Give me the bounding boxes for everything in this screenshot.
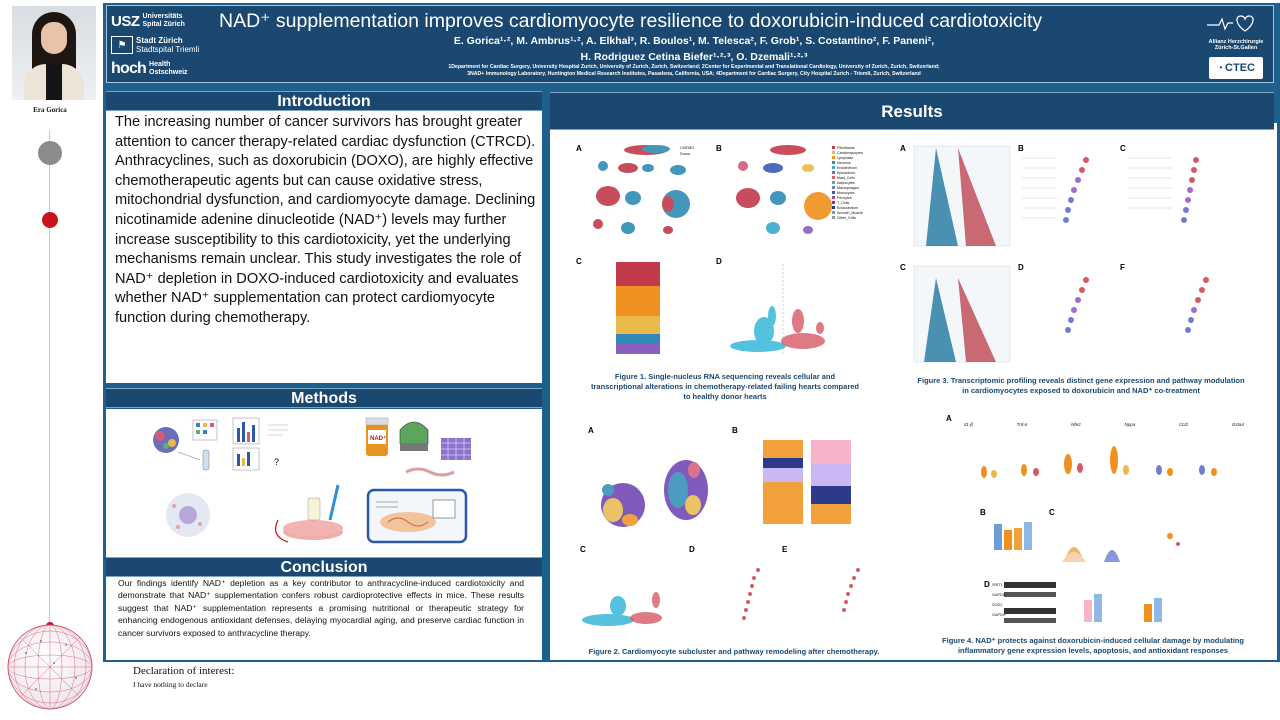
legend-entry: Endothelium	[832, 166, 878, 171]
legend-swatch	[832, 146, 835, 149]
svg-text:?: ?	[274, 457, 279, 467]
legend-entry: Epicardium	[832, 171, 878, 176]
legend-swatch	[832, 191, 835, 194]
legend-label: Lymphatic	[837, 156, 854, 160]
legend-swatch	[832, 166, 835, 169]
legend-label: Cardiomyocytes	[837, 151, 863, 155]
heartbeat-icon	[1207, 15, 1254, 32]
declaration-text: I have nothing to declare	[133, 680, 208, 689]
hoch-logo: hoch Health Ostschweiz	[111, 60, 188, 77]
legend-entry: Lymphatic	[832, 156, 878, 161]
legend-label: Endothelium	[837, 166, 857, 170]
conclusion-title: Conclusion	[106, 557, 542, 577]
author-list: E. Gorica¹·², M. Ambrus¹·², A. Elkhal³, …	[453, 35, 935, 63]
figure-1-caption: Figure 1. Single-nucleus RNA sequencing …	[591, 372, 859, 401]
declaration-title: Declaration of interest:	[133, 665, 235, 677]
legend-entry: T_Cells	[832, 201, 878, 206]
legend-swatch	[832, 181, 835, 184]
figure-3-caption: Figure 3. Transcriptomic profiling revea…	[917, 376, 1245, 395]
zurich-crest-icon: ⚑	[111, 36, 133, 54]
figure-4: A B C D Il1-β Tnf-α Nfe2 Nppa Ccl2 Gsta4	[944, 412, 1244, 632]
legend-label: Epicardium	[837, 171, 855, 175]
presenter-strip: Era Gorica	[0, 0, 100, 720]
legend-entry: Endocardium	[832, 206, 878, 211]
methods-title: Methods	[106, 388, 542, 408]
stadt-zurich-logo: ⚑ Stadt Zürich Stadtspital Triemli	[111, 33, 215, 57]
timeline-dot-gray[interactable]	[38, 141, 62, 165]
legend-label: Pericytes	[837, 196, 852, 200]
fig4-gene-labels: Il1-β Tnf-α Nfe2 Nppa Ccl2 Gsta4	[964, 422, 1244, 427]
figure-3: A B C C D F	[896, 138, 1250, 368]
fig4-blot-labels: SIRT1 GAPDH SOD2 GAPDH	[992, 583, 1006, 617]
legend-label: Other_Cells	[837, 216, 856, 220]
legend-swatch	[832, 171, 835, 174]
legend-entry: Neurons	[832, 161, 878, 166]
legend-entry: Other_Cells	[832, 216, 878, 221]
legend-entry: Smooth_Muscle	[832, 211, 878, 216]
legend-entry: Fibroblasts	[832, 146, 878, 151]
legend-swatch	[832, 201, 835, 204]
legend-swatch	[832, 156, 835, 159]
figure-1: A B C D	[568, 136, 880, 369]
legend-swatch	[832, 176, 835, 179]
legend-swatch	[832, 206, 835, 209]
legend-swatch	[832, 161, 835, 164]
timeline-dot-red[interactable]	[42, 212, 58, 228]
institution-logos: USZ Universitäts Spital Zürich ⚑ Stadt Zü…	[111, 9, 215, 81]
legend-label: Smooth_Muscle	[837, 211, 863, 215]
legend-entry: Mast_Cells	[832, 176, 878, 181]
figure-2-caption: Figure 2. Cardiomyocyte subcluster and p…	[588, 647, 880, 656]
legend-entry: Monocytes	[832, 191, 878, 196]
figure-2: A B C D E	[568, 410, 880, 645]
affiliations: 1Department for Cardiac Surgery, Univers…	[448, 64, 940, 77]
legend-label: Fibroblasts	[837, 146, 855, 150]
network-globe-icon	[7, 624, 93, 710]
legend-entry: Macrophages	[832, 186, 878, 191]
legend-entry: Pericytes	[832, 196, 878, 201]
svg-text:NAD⁺: NAD⁺	[370, 435, 386, 442]
legend-label: Adipocytes	[837, 181, 855, 185]
ctec-logo: ◔ CTEC	[1209, 57, 1263, 79]
fig4-panels	[981, 446, 1217, 623]
figure-4-caption: Figure 4. NAD⁺ protects against doxorubi…	[942, 636, 1244, 655]
fig1-group-donor: Donor	[680, 152, 691, 156]
legend-swatch	[832, 151, 835, 154]
legend-entry: Cardiomyocytes	[832, 151, 878, 156]
legend-swatch	[832, 211, 835, 214]
legend-entry: Adipocytes	[832, 181, 878, 186]
ctec-mark-icon: ◔	[1217, 62, 1224, 74]
methods-illustration: ? NAD⁺	[153, 417, 471, 544]
legend-label: T_Cells	[837, 201, 850, 205]
conclusion-text: Our findings identify NAD⁺ depletion as …	[118, 578, 524, 638]
conclusion-panel	[106, 574, 542, 660]
legend-label: Monocytes	[837, 191, 855, 195]
fig1-group-chemo: CHEMO	[680, 146, 695, 150]
legend-swatch	[832, 196, 835, 199]
poster-header: USZ Universitäts Spital Zürich ⚑ Stadt Zü…	[106, 5, 1274, 83]
presenter-photo	[12, 6, 96, 100]
timeline-line	[49, 130, 50, 670]
cell-cluster-icon	[153, 427, 179, 453]
legend-label: Neurons	[837, 161, 851, 165]
introduction-title: Introduction	[106, 91, 542, 111]
presenter-name: Era Gorica	[33, 106, 67, 114]
legend-swatch	[832, 186, 835, 189]
fig3-panels	[913, 145, 1209, 363]
fig1-umap-panels	[593, 145, 832, 356]
legend-label: Mast_Cells	[837, 176, 855, 180]
legend-label: Endocardium	[837, 206, 859, 210]
fig1-legend: Fibroblasts Cardiomyocytes Lymphatic Neuron…	[832, 146, 878, 221]
results-title: Results	[550, 92, 1274, 130]
fig2-panels	[582, 440, 860, 626]
introduction-text: The increasing number of cancer survivor…	[115, 114, 536, 326]
legend-label: Macrophages	[837, 186, 859, 190]
poster-title: NAD⁺ supplementation improves cardiomyoc…	[219, 10, 1043, 32]
intro-panel	[106, 91, 542, 383]
usz-logo: USZ Universitäts Spital Zürich	[111, 12, 185, 30]
legend-swatch	[832, 216, 835, 219]
allianz-herzchirurgie-logo: Allianz Herzchirurgie Zürich-St.Gallen ◔…	[1205, 12, 1267, 79]
